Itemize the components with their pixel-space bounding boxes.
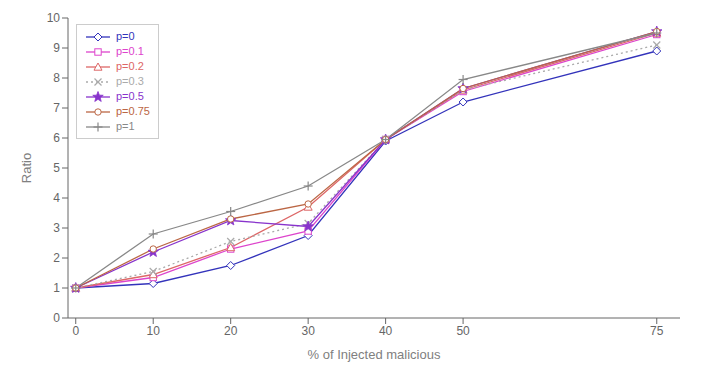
svg-text:9: 9 [53, 41, 60, 55]
svg-text:0: 0 [72, 324, 79, 338]
html-text:p=0: p=0 [116, 30, 135, 42]
svg-text:3: 3 [53, 221, 60, 235]
svg-text:6: 6 [53, 131, 60, 145]
svg-text:10: 10 [47, 11, 61, 25]
svg-text:30: 30 [301, 324, 315, 338]
svg-text:5: 5 [53, 161, 60, 175]
html-text:p=0.3: p=0.3 [116, 75, 144, 87]
svg-text:4: 4 [53, 191, 60, 205]
html-text:p=0.1: p=0.1 [116, 45, 144, 57]
html-text:p=0.2: p=0.2 [116, 60, 144, 72]
svg-text:0: 0 [53, 311, 60, 325]
svg-text:75: 75 [650, 324, 664, 338]
svg-text:1: 1 [53, 281, 60, 295]
svg-text:50: 50 [456, 324, 470, 338]
svg-text:8: 8 [53, 71, 60, 85]
html-text:p=0.75: p=0.75 [116, 105, 150, 117]
svg-text:20: 20 [224, 324, 238, 338]
html-text:p=0.5: p=0.5 [116, 90, 144, 102]
svg-text:7: 7 [53, 101, 60, 115]
svg-text:% of Injected malicious: % of Injected malicious [308, 347, 441, 362]
svg-text:Ratio: Ratio [19, 153, 34, 183]
svg-text:40: 40 [379, 324, 393, 338]
svg-text:2: 2 [53, 251, 60, 265]
svg-text:10: 10 [147, 324, 161, 338]
html-text:p=1: p=1 [116, 120, 135, 132]
